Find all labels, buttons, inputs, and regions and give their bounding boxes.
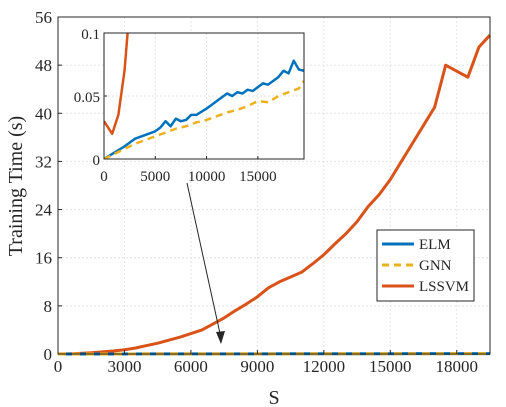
main-y-tick-label: 16 bbox=[35, 249, 52, 268]
main-x-tick-label: 6000 bbox=[174, 357, 208, 376]
main-y-tick-label: 8 bbox=[44, 297, 53, 316]
main-x-tick-label: 15000 bbox=[369, 357, 412, 376]
main-y-tick-label: 48 bbox=[35, 56, 52, 75]
inset-x-tick-label: 15000 bbox=[239, 169, 277, 185]
inset-y-tick-label: 0.05 bbox=[74, 90, 100, 106]
main-x-tick-label: 12000 bbox=[303, 357, 346, 376]
main-x-tick-label: 0 bbox=[54, 357, 63, 376]
legend: ELM GNN LSSVM bbox=[376, 229, 475, 302]
x-axis-title: S bbox=[268, 387, 279, 407]
legend-label-gnn: GNN bbox=[419, 258, 452, 274]
inset-x-tick-label: 0 bbox=[100, 169, 108, 185]
legend-label-elm: ELM bbox=[419, 237, 451, 253]
main-y-tick-label: 56 bbox=[35, 8, 52, 27]
main-y-tick-label: 24 bbox=[35, 201, 53, 220]
main-y-tick-label: 40 bbox=[35, 104, 52, 123]
inset-series-line-gnn bbox=[104, 80, 304, 159]
main-x-ticks: 0 3000 6000 9000 12000 15000 18000 bbox=[54, 350, 478, 376]
inset-y-tick-label: 0 bbox=[93, 153, 101, 169]
main-x-tick-label: 9000 bbox=[240, 357, 274, 376]
inset-series-line-elm bbox=[104, 59, 304, 159]
main-x-tick-label: 18000 bbox=[436, 357, 479, 376]
y-axis-title: Training Time (s) bbox=[5, 116, 27, 256]
series-line-lssvm bbox=[57, 34, 492, 356]
main-y-ticks: 0 8 16 24 32 40 48 56 bbox=[35, 8, 62, 364]
legend-box bbox=[376, 229, 475, 302]
main-y-tick-label: 32 bbox=[35, 152, 52, 171]
main-y-tick-label: 0 bbox=[44, 345, 53, 364]
inset-pointer-arrowhead bbox=[216, 331, 225, 344]
main-x-tick-label: 3000 bbox=[107, 357, 141, 376]
inset-y-ticks: 0 0.05 0.1 bbox=[74, 27, 107, 169]
inset-x-tick-label: 5000 bbox=[140, 169, 170, 185]
legend-label-lssvm: LSSVM bbox=[419, 279, 469, 295]
inset-pointer-arrow bbox=[186, 182, 222, 339]
inset-series-lines bbox=[104, 33, 304, 159]
inset-x-ticks: 0 5000 10000 15000 bbox=[100, 156, 277, 185]
inset-y-tick-label: 0.1 bbox=[81, 27, 100, 43]
inset-x-tick-label: 10000 bbox=[188, 169, 226, 185]
main-axes-box bbox=[57, 16, 491, 355]
inset-series-line-lssvm bbox=[104, 33, 129, 136]
